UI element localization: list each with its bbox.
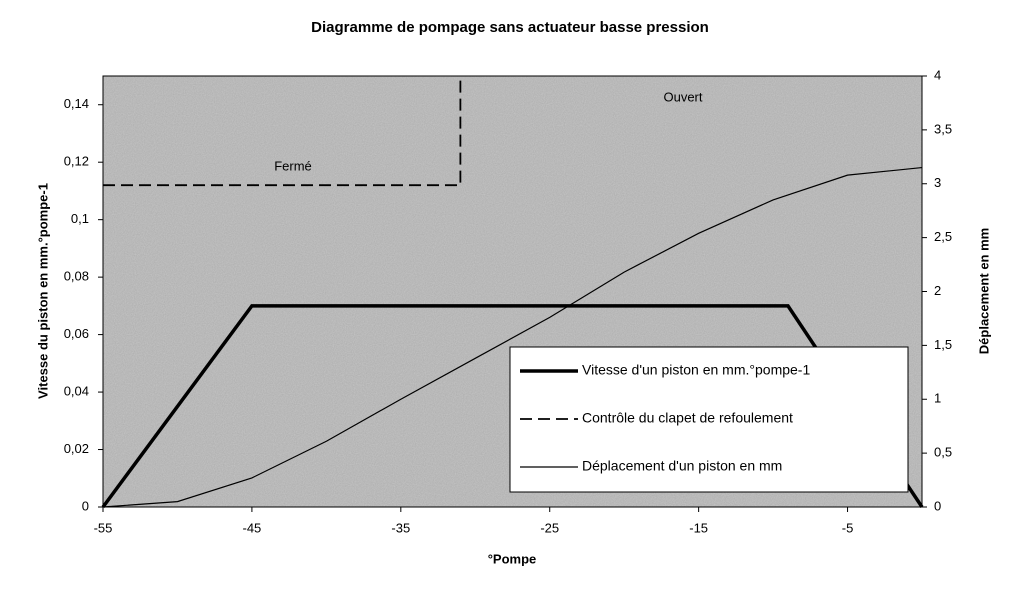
y2-tick-label: 3: [934, 175, 941, 190]
series-line: [102, 166, 923, 508]
y-tick-label: 0,04: [64, 384, 89, 399]
x-tick-label: -25: [540, 520, 559, 535]
annotation: Ouvert: [663, 89, 702, 104]
x-tick-label: -45: [243, 520, 262, 535]
y-tick-label: 0,02: [64, 441, 89, 456]
x-tick-label: -55: [94, 520, 113, 535]
x-axis-label: °Pompe: [488, 551, 537, 566]
series-line: [103, 76, 462, 187]
y-axis-label: Vitesse du piston en mm.°pompe-1: [35, 183, 50, 399]
y-tick-label: 0,12: [64, 154, 89, 169]
y2-tick-label: 0,5: [934, 445, 952, 460]
y2-tick-label: 2,5: [934, 229, 952, 244]
y2-tick-label: 4: [934, 67, 941, 82]
legend-label: Contrôle du clapet de refoulement: [582, 410, 793, 426]
x-tick-label: -5: [842, 520, 854, 535]
y2-tick-label: 2: [934, 283, 941, 298]
y-tick-label: 0: [82, 498, 89, 513]
x-tick-label: -35: [391, 520, 410, 535]
chart-title: Diagramme de pompage sans actuateur bass…: [311, 19, 709, 36]
y2-tick-label: 1: [934, 391, 941, 406]
y2-axis-label: Déplacement en mm: [976, 228, 991, 354]
y-tick-label: 0,1: [71, 211, 89, 226]
y-tick-label: 0,08: [64, 269, 89, 284]
y2-tick-label: 3,5: [934, 121, 952, 136]
y-tick-label: 0,06: [64, 326, 89, 341]
y-tick-label: 0,14: [64, 96, 89, 111]
x-tick-label: -15: [689, 520, 708, 535]
legend-label: Déplacement d'un piston en mm: [582, 458, 782, 474]
y2-tick-label: 1,5: [934, 337, 952, 352]
y2-tick-label: 0: [934, 498, 941, 513]
annotation: Fermé: [274, 158, 312, 173]
legend-label: Vitesse d'un piston en mm.°pompe-1: [582, 362, 810, 378]
